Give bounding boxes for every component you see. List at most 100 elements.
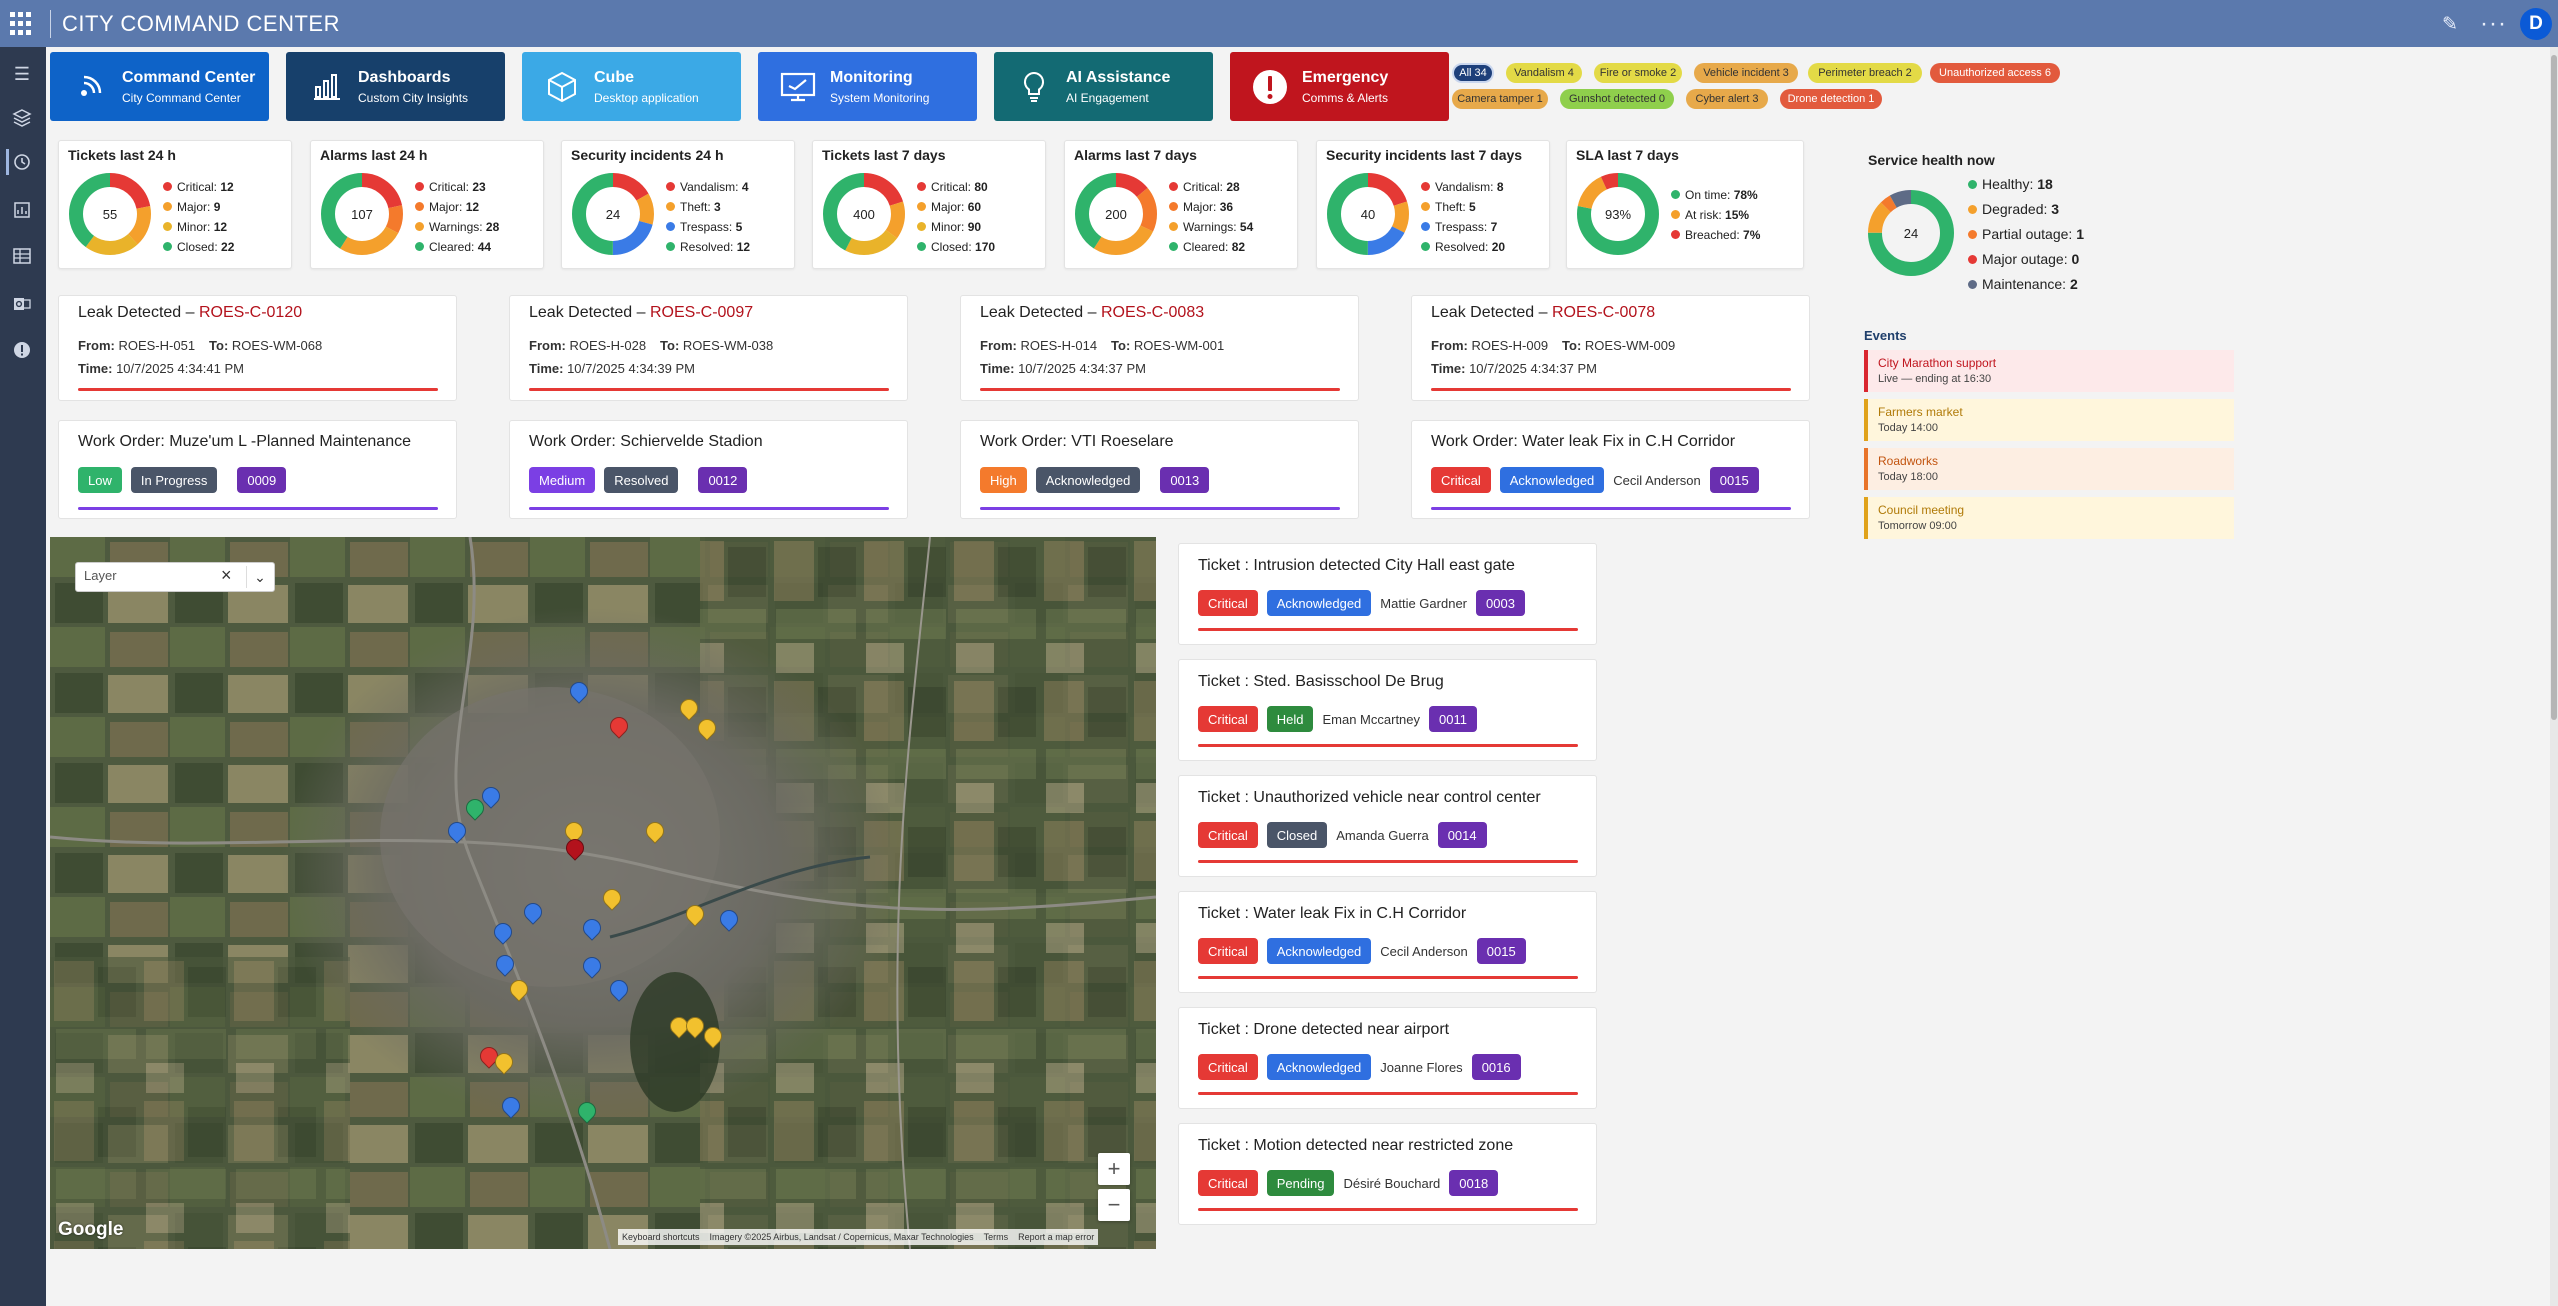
app-launcher-icon[interactable]: [10, 12, 34, 36]
map-view[interactable]: Layer × ⌄ + − Google Keyboard shortcuts …: [50, 537, 1156, 1249]
filter-chip[interactable]: Cyber alert 3: [1686, 89, 1768, 109]
nav-tile-monitoring[interactable]: Monitoring System Monitoring: [758, 52, 977, 121]
event-item[interactable]: City Marathon support Live — ending at 16…: [1864, 350, 2234, 392]
severity-bar: [980, 388, 1340, 391]
legend-value: 12: [465, 200, 480, 214]
chevron-down-icon[interactable]: ⌄: [246, 566, 273, 588]
legend-label: Healthy:: [1982, 176, 2034, 192]
more-options-icon[interactable]: ···: [2480, 10, 2507, 37]
stat-card: Tickets last 7 days 400 Critical: 80 Major:…: [812, 140, 1046, 269]
filter-chip[interactable]: Gunshot detected 0: [1560, 89, 1674, 109]
severity-bar: [1198, 628, 1578, 631]
ticket-badges: Critical Pending Désiré Bouchard 0018: [1198, 1170, 1499, 1196]
legend-value: 20: [1491, 240, 1506, 254]
ticket-card[interactable]: Ticket : Water leak Fix in C.H Corridor C…: [1178, 891, 1597, 993]
keyboard-shortcuts-link[interactable]: Keyboard shortcuts: [622, 1232, 700, 1242]
clear-icon[interactable]: ×: [221, 565, 232, 585]
work-order-card[interactable]: Work Order: VTI Roeselare High Acknowledge…: [960, 420, 1359, 519]
nav-tile-command-center[interactable]: Command Center City Command Center: [50, 52, 269, 121]
table-icon[interactable]: [9, 243, 35, 269]
nav-tile-dashboards[interactable]: Dashboards Custom City Insights: [286, 52, 505, 121]
outlook-icon[interactable]: [9, 291, 35, 317]
stat-title: Alarms last 7 days: [1074, 147, 1197, 163]
avatar[interactable]: D: [2520, 8, 2552, 40]
report-error-link[interactable]: Report a map error: [1018, 1232, 1095, 1242]
ticket-card[interactable]: Ticket : Drone detected near airport Crit…: [1178, 1007, 1597, 1109]
stat-card: Alarms last 24 h 107 Critical: 23 Major: 12…: [310, 140, 544, 269]
report-icon[interactable]: [9, 197, 35, 223]
layers-icon[interactable]: [9, 105, 35, 131]
filter-chip[interactable]: Vehicle incident 3: [1694, 63, 1798, 83]
legend-dot: [415, 222, 424, 231]
legend-dot: [163, 242, 172, 251]
event-item[interactable]: Council meeting Tomorrow 09:00: [1864, 497, 2234, 539]
edit-icon[interactable]: ✎: [2442, 14, 2458, 35]
alert-circle-icon[interactable]: [9, 337, 35, 363]
zoom-out-button[interactable]: −: [1098, 1189, 1130, 1221]
from-value: ROES-H-051: [118, 338, 196, 353]
ticket-card[interactable]: Ticket : Unauthorized vehicle near contr…: [1178, 775, 1597, 877]
work-order-bar: [1431, 507, 1791, 510]
zoom-in-button[interactable]: +: [1098, 1153, 1130, 1185]
work-order-card[interactable]: Work Order: Schiervelde Stadion Medium Res…: [509, 420, 908, 519]
terms-link[interactable]: Terms: [983, 1232, 1009, 1242]
severity-bar: [1198, 976, 1578, 979]
event-item[interactable]: Farmers market Today 14:00: [1864, 399, 2234, 441]
donut-segment: [572, 173, 654, 255]
imagery-credit: Imagery ©2025 Airbus, Landsat / Copernic…: [709, 1232, 974, 1242]
status-badge: Acknowledged: [1035, 467, 1141, 493]
scrollbar-thumb[interactable]: [2551, 55, 2557, 720]
legend-dot: [666, 202, 675, 211]
priority-badge: Medium: [529, 467, 596, 493]
ticket-card[interactable]: Ticket : Sted. Basisschool De Brug Critic…: [1178, 659, 1597, 761]
legend-dot: [1169, 182, 1178, 191]
nav-tile-cube[interactable]: Cube Desktop application: [522, 52, 741, 121]
donut-total: 40: [1361, 207, 1375, 222]
leak-card[interactable]: Leak Detected – ROES-C-0120 From: ROES-H-…: [58, 295, 457, 401]
legend-item: Critical: 28: [1169, 177, 1253, 197]
history-icon[interactable]: [6, 149, 35, 175]
stat-card: SLA last 7 days 93% On time: 78% At risk: 1…: [1566, 140, 1804, 269]
filter-chip[interactable]: Fire or smoke 2: [1594, 63, 1682, 83]
event-subtitle: Today 14:00: [1878, 422, 1938, 434]
ticket-title: Ticket : Sted. Basisschool De Brug: [1198, 673, 1444, 690]
donut-total: 400: [853, 207, 875, 222]
nav-tile-ai-assistance[interactable]: AI Assistance AI Engagement: [994, 52, 1213, 121]
legend-value: 60: [967, 200, 982, 214]
leak-card[interactable]: Leak Detected – ROES-C-0097 From: ROES-H-…: [509, 295, 908, 401]
layer-select[interactable]: Layer × ⌄: [75, 562, 275, 592]
ticket-card[interactable]: Ticket : Motion detected near restricted…: [1178, 1123, 1597, 1225]
layer-input[interactable]: Layer: [84, 568, 117, 583]
legend-dot: [163, 222, 172, 231]
time-value: 10/7/2025 4:34:41 PM: [116, 361, 244, 376]
stat-title: SLA last 7 days: [1576, 147, 1679, 163]
ticket-card[interactable]: Ticket : Intrusion detected City Hall ea…: [1178, 543, 1597, 645]
donut-segment: [69, 173, 151, 255]
legend-label: Warnings:: [1183, 220, 1237, 234]
donut-segment: [69, 173, 151, 255]
assignee-name: Eman Mccartney: [1322, 711, 1421, 727]
id-badge: 0018: [1449, 1170, 1499, 1196]
filter-chip[interactable]: Unauthorized access 6: [1930, 63, 2060, 83]
hamburger-menu-icon[interactable]: ☰: [13, 63, 31, 84]
donut-segment: [823, 173, 905, 255]
work-order-card[interactable]: Work Order: Water leak Fix in C.H Corrid…: [1411, 420, 1810, 519]
legend-value: 44: [477, 240, 492, 254]
event-subtitle: Tomorrow 09:00: [1878, 520, 1957, 532]
stat-legend: Critical: 23 Major: 12 Warnings: 28 Cleared…: [415, 177, 499, 257]
leak-card[interactable]: Leak Detected – ROES-C-0083 From: ROES-H-…: [960, 295, 1359, 401]
filter-chip[interactable]: Camera tamper 1: [1452, 89, 1548, 109]
stat-donut: 400: [823, 173, 905, 255]
nav-tile-emergency[interactable]: Emergency Comms & Alerts: [1230, 52, 1449, 121]
time-value: 10/7/2025 4:34:37 PM: [1469, 361, 1597, 376]
filter-chip[interactable]: All 34: [1452, 63, 1494, 83]
filter-chip[interactable]: Drone detection 1: [1780, 89, 1882, 109]
filter-chip[interactable]: Perimeter breach 2: [1808, 63, 1922, 83]
filter-chip[interactable]: Vandalism 4: [1506, 63, 1582, 83]
work-order-card[interactable]: Work Order: Muze'um L -Planned Maintenan…: [58, 420, 457, 519]
from-value: ROES-H-009: [1471, 338, 1549, 353]
status-badge: In Progress: [130, 467, 218, 493]
leak-card[interactable]: Leak Detected – ROES-C-0078 From: ROES-H-…: [1411, 295, 1810, 401]
event-item[interactable]: Roadworks Today 18:00: [1864, 448, 2234, 490]
nav-tile-name: Cube: [594, 68, 634, 86]
